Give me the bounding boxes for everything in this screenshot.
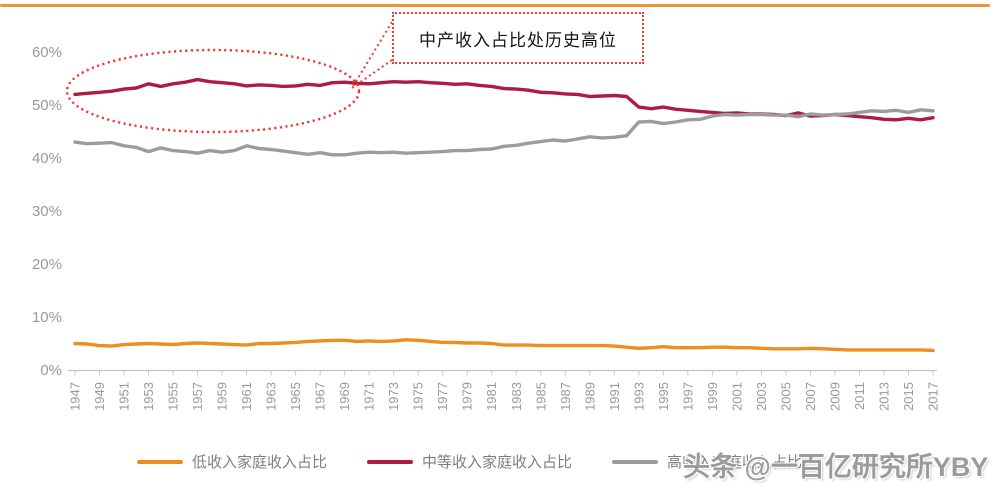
- x-axis-tick-label: 1987: [558, 382, 573, 411]
- x-axis-tick-label: 2015: [901, 382, 916, 411]
- legend-label-high-income: 高收入家庭收入占比: [667, 454, 803, 471]
- x-axis-tick-label: 2017: [926, 382, 941, 411]
- legend-item-middle-income: 中等收入家庭收入占比: [367, 451, 572, 472]
- series-line-high-income: [73, 108, 935, 157]
- series-line-low-income: [73, 338, 935, 353]
- x-axis-tick-label: 2001: [729, 382, 744, 411]
- x-axis-tick-label: 2005: [778, 382, 793, 411]
- callout-leader-line: [351, 21, 393, 89]
- x-axis-tick-label: 1989: [582, 382, 597, 411]
- x-axis-tick-label: 1975: [411, 382, 426, 411]
- x-axis-tick-label: 1977: [435, 382, 450, 411]
- x-axis-tick-label: 1963: [264, 382, 279, 411]
- y-axis-tick-label: 30%: [32, 203, 62, 220]
- x-axis-tick-label: 2011: [852, 382, 867, 410]
- x-axis-tick-label: 1955: [166, 382, 181, 411]
- x-axis-tick-label: 1979: [460, 382, 475, 411]
- y-axis-tick-label: 20%: [32, 256, 62, 273]
- x-axis-tick-label: 1953: [141, 382, 156, 411]
- x-axis-tick-label: 1981: [484, 382, 499, 411]
- x-axis-tick-label: 1971: [362, 382, 377, 411]
- x-axis-tick-label: 2003: [754, 382, 769, 411]
- x-axis-tick-label: 1949: [92, 382, 107, 411]
- x-axis-tick-label: 1951: [117, 382, 132, 411]
- y-axis-tick-label: 10%: [32, 309, 62, 326]
- x-axis-tick-label: 2007: [803, 382, 818, 411]
- y-axis-tick-label: 60%: [32, 44, 62, 61]
- legend-item-low-income: 低收入家庭收入占比: [137, 451, 327, 472]
- legend-swatch-high-income: [612, 459, 659, 464]
- x-axis-tick-label: 1957: [190, 382, 205, 411]
- y-axis-tick-label: 0%: [40, 362, 62, 379]
- y-axis-tick-label: 50%: [32, 97, 62, 114]
- x-axis-tick-label: 1973: [386, 382, 401, 411]
- y-axis-tick-label: 40%: [32, 150, 62, 167]
- x-axis-tick-label: 1993: [631, 382, 646, 411]
- x-axis-tick-label: 1991: [607, 382, 622, 411]
- x-axis-tick-label: 1947: [68, 382, 83, 411]
- legend-swatch-low-income: [137, 459, 183, 464]
- x-axis-tick-label: 1985: [533, 382, 548, 411]
- top-divider-rule: [0, 4, 990, 7]
- legend-label-low-income: 低收入家庭收入占比: [192, 454, 328, 471]
- x-axis-tick-label: 1995: [656, 382, 671, 411]
- x-axis-tick-label: 1965: [288, 382, 303, 411]
- x-axis-tick-label: 1961: [239, 382, 254, 411]
- x-axis-tick-label: 1969: [337, 382, 352, 411]
- highlight-ellipse: [65, 48, 361, 134]
- watermark-text: 头条 @一百亿研究所YBY: [683, 452, 989, 482]
- annotation-callout-box: 中产收入占比处历史高位: [392, 12, 644, 64]
- legend-label-middle-income: 中等收入家庭收入占比: [422, 454, 573, 471]
- legend-swatch-middle-income: [367, 459, 414, 464]
- x-axis-tick-label: 1959: [215, 382, 230, 411]
- x-axis-tick-label: 1999: [705, 382, 720, 411]
- annotation-text: 中产收入占比处历史高位: [419, 30, 617, 50]
- x-axis-tick-label: 2009: [827, 382, 842, 411]
- x-axis-tick-label: 1967: [313, 382, 328, 411]
- chart-legend: 低收入家庭收入占比 中等收入家庭收入占比 高收入家庭收入占比: [137, 451, 802, 472]
- x-axis-tick-label: 2013: [876, 382, 891, 411]
- legend-item-high-income: 高收入家庭收入占比: [612, 451, 802, 472]
- x-axis-tick-label: 1997: [680, 382, 695, 411]
- x-axis-tick-label: 1983: [509, 382, 524, 411]
